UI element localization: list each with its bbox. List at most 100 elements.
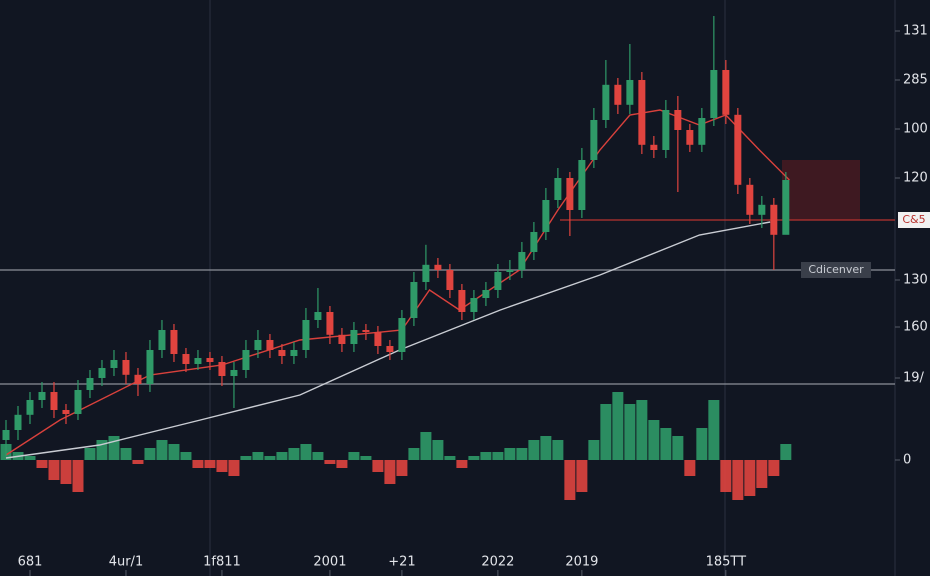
histogram-bar — [204, 460, 216, 468]
histogram-bar — [36, 460, 48, 468]
histogram-bar — [72, 460, 84, 492]
candle-body — [338, 334, 346, 344]
candle-body — [674, 110, 682, 130]
histogram-bar — [252, 452, 264, 460]
histogram-bar — [612, 392, 624, 460]
price-label-box — [898, 212, 930, 228]
histogram-bar — [696, 428, 708, 460]
histogram-bar — [24, 456, 36, 460]
candle-body — [554, 178, 562, 200]
histogram-bar — [648, 420, 660, 460]
histogram-bar — [348, 452, 360, 460]
candle-body — [182, 354, 190, 364]
histogram-bar — [732, 460, 744, 500]
candle-body — [314, 312, 322, 320]
histogram-bar — [84, 448, 96, 460]
histogram-bar — [240, 456, 252, 460]
histogram-bar — [324, 460, 336, 464]
histogram-bar — [768, 460, 780, 476]
candle-body — [458, 290, 466, 312]
histogram-bar — [684, 460, 696, 476]
candle-body — [158, 330, 166, 350]
histogram-bar — [360, 456, 372, 460]
histogram-bar — [228, 460, 240, 476]
histogram-bar — [756, 460, 768, 488]
candle-body — [350, 330, 358, 344]
y-tick-label: 131 — [903, 24, 928, 39]
price-label: C&5 — [902, 213, 925, 226]
histogram-bar — [420, 432, 432, 460]
candle-body — [446, 270, 454, 290]
candle-body — [686, 130, 694, 145]
candle-body — [206, 358, 214, 362]
y-tick-label: 19/ — [903, 371, 925, 386]
histogram-bar — [132, 460, 144, 464]
candle-body — [218, 362, 226, 376]
histogram-bar — [708, 400, 720, 460]
candle-body — [782, 180, 790, 235]
candle-body — [410, 282, 418, 318]
candle-body — [122, 360, 130, 375]
candle-body — [602, 84, 610, 120]
histogram-bar — [396, 460, 408, 476]
candle-body — [626, 80, 634, 105]
candle-body — [578, 160, 586, 210]
histogram-bar — [432, 440, 444, 460]
histogram-bar — [216, 460, 228, 472]
histogram-bar — [48, 460, 60, 480]
histogram-bar — [156, 440, 168, 460]
histogram-bar — [372, 460, 384, 472]
histogram-bar — [264, 456, 276, 460]
candle-body — [362, 330, 370, 332]
histogram-bar — [300, 444, 312, 460]
candle-body — [422, 264, 430, 282]
histogram-bar — [192, 460, 204, 468]
candle-body — [194, 358, 202, 364]
y-tick-label: 130 — [903, 273, 928, 288]
histogram-bar — [180, 452, 192, 460]
candle-body — [110, 360, 118, 368]
x-tick-label: 2001 — [313, 555, 346, 570]
histogram-bar — [60, 460, 72, 484]
histogram-bar — [576, 460, 588, 492]
candle-body — [302, 320, 310, 350]
histogram-bar — [504, 448, 516, 460]
candle-body — [650, 144, 658, 150]
candle-body — [2, 430, 10, 440]
histogram-bar — [720, 460, 732, 492]
candle-body — [746, 184, 754, 215]
histogram-bar — [636, 400, 648, 460]
candle-body — [86, 378, 94, 390]
candle-body — [134, 374, 142, 384]
histogram-bar — [600, 404, 612, 460]
candle-body — [470, 298, 478, 312]
histogram-bar — [312, 452, 324, 460]
candle-body — [614, 84, 622, 105]
histogram-bar — [624, 404, 636, 460]
candle-body — [662, 110, 670, 150]
histogram-bar — [780, 444, 792, 460]
candle-body — [254, 340, 262, 350]
histogram-bar — [480, 452, 492, 460]
candle-body — [146, 350, 154, 384]
x-tick-label: 185TT — [706, 555, 747, 570]
histogram-bar — [492, 452, 504, 460]
histogram-bar — [384, 460, 396, 484]
x-tick-label: 1f811 — [203, 555, 241, 570]
candle-body — [26, 400, 34, 415]
candle-body — [14, 414, 22, 430]
candle-body — [98, 368, 106, 378]
candle-body — [494, 272, 502, 290]
line-label-box — [801, 262, 871, 278]
candle-body — [734, 114, 742, 185]
candle-body — [482, 290, 490, 298]
histogram-bar — [468, 456, 480, 460]
histogram-bar — [672, 436, 684, 460]
candle-body — [230, 370, 238, 376]
histogram-bar — [288, 448, 300, 460]
histogram-bar — [120, 448, 132, 460]
y-tick-label: 120 — [903, 171, 928, 186]
histogram-bar — [96, 440, 108, 460]
